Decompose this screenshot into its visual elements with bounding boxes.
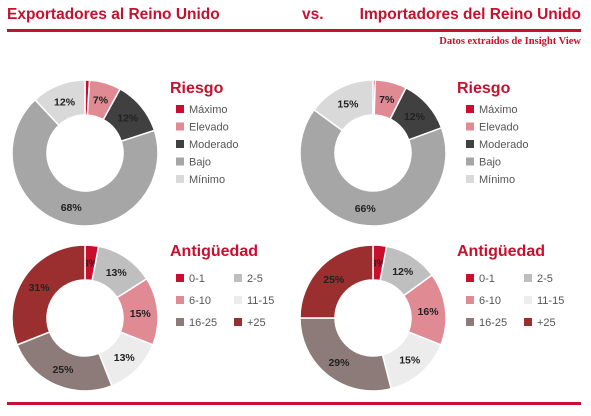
data-label-moderado: 12%: [117, 113, 139, 125]
legend-label-elevado: Elevado: [479, 122, 519, 134]
versus-label: vs.: [302, 6, 324, 23]
data-label-elevado: 7%: [93, 95, 109, 107]
data-label-6-10: 16%: [418, 306, 440, 318]
legend-label-2-5: 2-5: [247, 273, 263, 285]
slice-bajo: [11, 98, 159, 227]
slice-plus-25: [299, 244, 374, 319]
slice-bajo: [299, 108, 447, 227]
top-divider: [7, 29, 581, 32]
legend-label-0-1: 0-1: [479, 273, 495, 285]
legend-swatch-bajo: [466, 157, 474, 166]
slice-plus-25: [11, 244, 86, 346]
legend-label-moderado: Moderado: [189, 139, 239, 151]
data-label-16-25: 25%: [52, 364, 74, 376]
legend-swatch-11-15: [234, 296, 242, 304]
legend-swatch-2-5: [524, 274, 532, 282]
legend-label-16-25: 16-25: [479, 317, 507, 329]
legend-label-bajo: Bajo: [189, 157, 211, 169]
slice-16-25: [299, 317, 393, 392]
chart-title: Riesgo: [170, 80, 224, 97]
legend-label-maximo: Máximo: [189, 104, 228, 116]
legend-label-16-25: 16-25: [189, 317, 217, 329]
slice-minimo: [313, 79, 374, 132]
legend-swatch-plus-25: [524, 318, 532, 326]
data-label-elevado: 7%: [379, 94, 395, 106]
chart-title: Antigüedad: [457, 243, 545, 260]
legend-swatch-moderado: [176, 140, 184, 148]
legend-label-0-1: 0-1: [189, 273, 205, 285]
legend-swatch-moderado: [466, 140, 474, 148]
chart-title: Antigüedad: [170, 243, 258, 260]
legend-swatch-6-10: [176, 296, 184, 304]
legend-label-2-5: 2-5: [537, 273, 553, 285]
legend-label-11-15: 11-15: [247, 295, 274, 307]
data-label-plus-25: 25%: [323, 274, 345, 286]
legend-label-moderado: Moderado: [479, 139, 529, 151]
data-label-11-15: 13%: [114, 352, 136, 364]
slice-minimo: [33, 79, 86, 127]
data-label-bajo: 68%: [61, 202, 83, 214]
legend-swatch-16-25: [176, 318, 184, 326]
exporters-title: Exportadores al Reino Unido: [7, 6, 220, 23]
legend-label-plus-25: +25: [247, 317, 266, 329]
data-label-2-5: 12%: [392, 266, 414, 278]
donut-chart-2: 7% 12% 66% 15% Riesgo Máximo Elevado Moderado Ba…: [299, 79, 529, 227]
source-note: Datos extraídos de Insight View: [439, 36, 581, 47]
importers-title: Importadores del Reino Unido: [359, 6, 581, 23]
legend-swatch-elevado: [466, 122, 474, 131]
donut-chart-1: 7% 12% 68% 12% Riesgo Máximo Elevado Moderado Ba…: [11, 79, 239, 227]
legend-swatch-maximo: [466, 105, 474, 113]
legend-swatch-minimo: [176, 175, 184, 183]
legend-label-6-10: 6-10: [479, 295, 501, 307]
legend-label-bajo: Bajo: [479, 157, 501, 169]
data-label-16-25: 29%: [328, 357, 350, 369]
legend-swatch-plus-25: [234, 318, 242, 326]
legend-swatch-16-25: [466, 318, 474, 326]
legend-label-6-10: 6-10: [189, 295, 211, 307]
legend-swatch-2-5: [234, 274, 242, 282]
bottom-divider: [7, 402, 581, 405]
legend-swatch-11-15: [524, 296, 532, 304]
data-label-minimo: 12%: [54, 96, 76, 108]
legend-label-11-15: 11-15: [537, 295, 564, 307]
chart-title: Riesgo: [457, 80, 511, 97]
data-label-moderado: 12%: [404, 111, 426, 123]
legend-label-minimo: Mínimo: [479, 174, 515, 186]
data-label-2-5: 13%: [106, 267, 128, 279]
data-label-minimo: 15%: [337, 98, 359, 110]
data-label-11-15: 15%: [399, 355, 421, 367]
legend-swatch-maximo: [176, 105, 184, 113]
legend-label-elevado: Elevado: [189, 122, 229, 134]
legend-label-minimo: Mínimo: [189, 174, 225, 186]
slice-16-25: [16, 331, 113, 392]
legend-swatch-0-1: [466, 274, 474, 282]
legend-swatch-0-1: [176, 274, 184, 282]
data-label-bajo: 66%: [355, 203, 377, 215]
legend-swatch-minimo: [466, 175, 474, 183]
data-label-plus-25: 31%: [29, 282, 51, 294]
legend-swatch-elevado: [176, 122, 184, 131]
legend-label-plus-25: +25: [537, 317, 556, 329]
legend-label-maximo: Máximo: [479, 104, 518, 116]
legend-swatch-bajo: [176, 157, 184, 166]
data-label-6-10: 15%: [130, 308, 152, 320]
legend-swatch-6-10: [466, 296, 474, 304]
